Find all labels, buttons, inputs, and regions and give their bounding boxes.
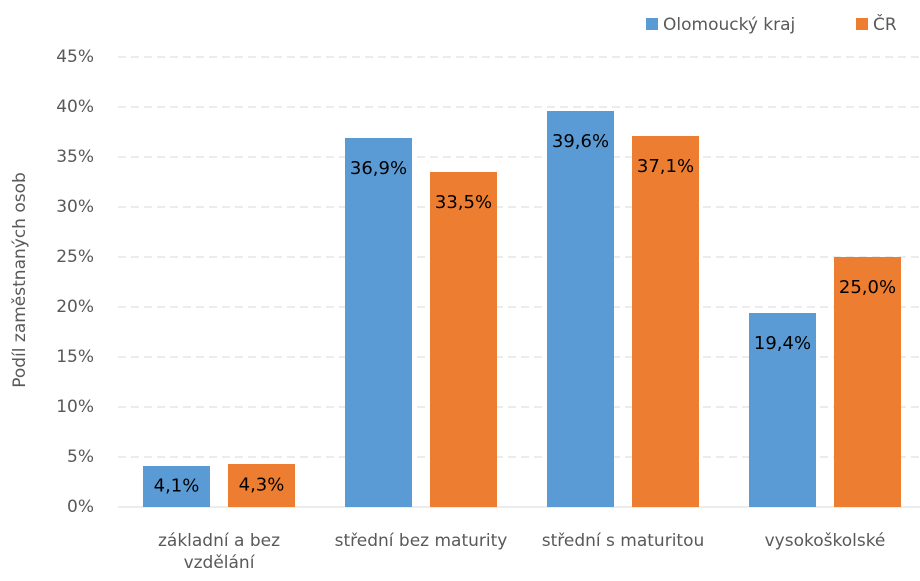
bar	[228, 464, 295, 507]
y-tick-label: 0%	[67, 497, 94, 517]
bar	[834, 257, 901, 507]
y-tick-label: 20%	[56, 297, 94, 317]
bar	[749, 313, 816, 507]
y-tick-label: 15%	[56, 347, 94, 367]
data-label: 39,6%	[552, 131, 609, 152]
bar	[632, 136, 699, 507]
data-label: 19,4%	[754, 333, 811, 354]
data-label: 36,9%	[350, 158, 407, 179]
bar	[547, 111, 614, 507]
data-label: 4,3%	[239, 475, 285, 496]
legend-label: ČR	[873, 13, 897, 35]
bar	[430, 172, 497, 507]
data-label: 4,1%	[154, 476, 200, 497]
x-tick-label: střední s maturitou	[541, 531, 705, 551]
legend-swatch	[646, 18, 658, 30]
legend-label: Olomoucký kraj	[663, 15, 795, 35]
data-label: 25,0%	[839, 277, 896, 298]
x-tick-label: základní a bez vzdělání	[157, 531, 280, 573]
y-tick-label: 25%	[56, 247, 94, 267]
y-axis-label: Podíl zaměstnaných osob	[10, 172, 30, 388]
y-tick-label: 10%	[56, 397, 94, 417]
data-label: 33,5%	[435, 192, 492, 213]
y-tick-label: 35%	[56, 147, 94, 167]
bar	[345, 138, 412, 507]
x-tick-label: střední bez maturity	[334, 531, 508, 551]
y-tick-label: 30%	[56, 197, 94, 217]
y-tick-label: 5%	[67, 447, 94, 467]
x-tick-label: vysokoškolské	[764, 531, 886, 551]
bar	[143, 466, 210, 507]
legend-swatch	[856, 18, 868, 30]
y-tick-label: 45%	[56, 47, 94, 67]
y-tick-label: 40%	[56, 97, 94, 117]
data-label: 37,1%	[637, 156, 694, 177]
